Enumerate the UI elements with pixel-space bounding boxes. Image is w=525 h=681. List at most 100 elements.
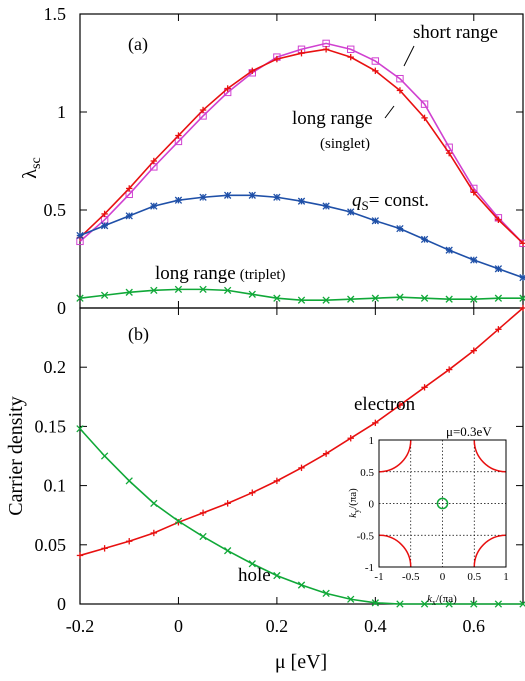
data-point-electron [273,477,281,485]
panel-b-ticks: 0 0.05 0.1 0.15 0.2 [35,308,523,614]
data-point-hole [273,571,281,580]
data-point-hole [420,600,429,608]
data-point-long_range_triplet [199,285,207,294]
inset-ytick-label: 0.5 [360,467,374,479]
data-point-long_range_triplet [347,295,355,303]
data-point-hole [248,560,256,568]
electron-pocket-arc [378,439,412,473]
electron-pocket-arc [473,439,507,473]
ytick-label: 0 [57,298,66,318]
inset-ticks: -1 -0.5 0 0.5 1 -1 -0.5 0 0.5 1 [357,435,509,583]
data-point-electron [347,435,354,442]
panel-b: 0 0.05 0.1 0.15 0.2 (b) Carrier density μ [e… [5,304,525,673]
annotation-singlet: (singlet) [320,136,370,152]
data-point-qs_const [248,191,256,199]
inset-ytick-label: -1 [365,562,374,574]
data-point-hole [199,532,207,541]
annotation-electron: electron [354,394,416,415]
data-point-qs_const [420,235,429,244]
data-point-short_range [347,45,355,53]
data-point-long_range_triplet [150,286,158,295]
data-point-long_range_singlet [421,114,428,122]
inset-xtick-label: 0 [440,571,446,583]
data-point-electron [224,500,231,507]
data-point-electron [126,538,133,545]
series-hole [76,425,525,608]
data-point-hole [224,547,232,555]
series-line-long_range_triplet [79,288,523,301]
data-point-long_range_triplet [371,294,379,302]
data-point-hole [470,600,478,608]
inset-ytick-label: -0.5 [357,530,375,542]
panel-a-label: (a) [128,34,148,55]
series-qs_const [76,191,525,282]
inset-ytick-label: 0 [369,499,375,511]
data-point-hole [519,600,525,608]
annotation-short-range: short range [413,22,498,43]
data-point-electron [495,326,502,333]
annotation-hole: hole [238,565,271,586]
data-point-hole [371,599,379,607]
annotation-long-range: long range [292,108,373,129]
data-point-hole [100,452,109,460]
data-point-long_range_singlet [150,157,158,165]
data-point-qs_const [322,202,330,210]
xtick-label: 0.6 [463,616,486,636]
data-point-electron [322,450,330,457]
series-electron [76,304,525,559]
data-point-electron [76,552,84,559]
data-point-long_range_triplet [420,294,429,302]
data-point-long_range_singlet [224,85,231,92]
data-point-qs_const [125,212,133,220]
data-point-short_range [371,57,380,65]
data-point-qs_const [174,196,183,204]
ytick-label: 0.1 [44,476,67,496]
panel-b-ylabel: Carrier density [5,396,27,515]
data-point-long_range_singlet [495,216,502,223]
data-point-qs_const [100,222,109,230]
panel-a-series [76,39,525,304]
data-point-long_range_triplet [322,296,330,304]
data-point-long_range_triplet [76,294,84,302]
data-point-long_range_triplet [100,291,109,299]
data-point-long_range_triplet [297,296,306,304]
electron-pocket-arc [473,534,507,568]
data-point-long_range_triplet [519,294,525,302]
annotation-qs-const: qS= const. [352,190,429,213]
arrow-long-range [384,105,395,119]
inset-ylabel: ky/(πa) [347,488,361,518]
data-point-long_range_triplet [470,295,478,303]
data-point-long_range_triplet [125,288,133,296]
data-point-long_range_triplet [445,295,453,303]
data-point-long_range_singlet [445,149,453,157]
data-point-long_range_triplet [248,290,256,298]
panel-b-label: (b) [128,324,149,345]
data-point-long_range_singlet [322,46,330,53]
ytick-label: 0.05 [35,535,67,555]
data-point-long_range_triplet [174,285,183,294]
electron-pocket-arc [378,534,412,568]
data-point-long_range_triplet [494,294,503,302]
data-point-long_range_triplet [273,294,281,302]
data-point-qs_const [371,217,379,225]
panel-a-ticks: 0 0.5 1 1.5 [44,4,523,318]
data-point-hole [125,477,133,485]
data-point-electron [421,384,428,391]
data-point-long_range_triplet [396,293,404,301]
x-tick-labels: -0.2 0 0.2 0.4 0.6 [66,616,485,636]
data-point-electron [396,401,404,409]
data-point-long_range_singlet [249,67,256,75]
inset-xtick-label: -1 [374,571,383,583]
data-point-long_range_singlet [298,50,305,57]
data-point-short_range [420,100,429,108]
data-point-electron [249,489,256,496]
data-point-long_range_singlet [199,106,207,114]
ytick-label: 0.15 [35,416,67,436]
data-point-qs_const [347,208,355,216]
xtick-label: 0.4 [364,616,387,636]
data-point-long_range_singlet [519,240,525,247]
data-point-qs_const [76,231,84,240]
data-point-electron [372,419,379,427]
data-point-hole [76,425,84,433]
data-point-qs_const [470,256,478,264]
